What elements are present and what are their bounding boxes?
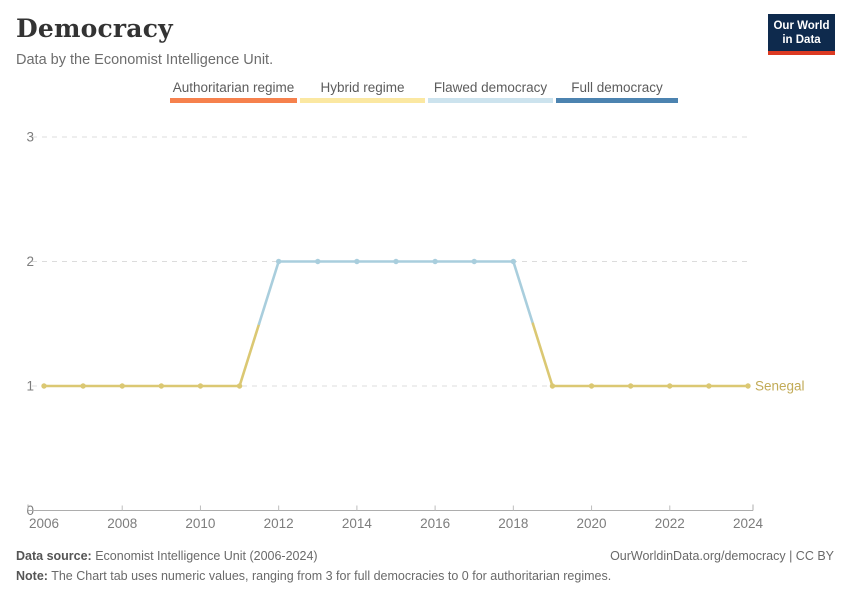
note-label: Note: <box>16 569 48 583</box>
legend-color-bar <box>170 98 297 103</box>
legend-label: Hybrid regime <box>320 80 405 95</box>
note-line: Note: The Chart tab uses numeric values,… <box>16 566 834 586</box>
data-point-marker-2017[interactable] <box>471 258 477 265</box>
data-point-marker-2008[interactable] <box>119 383 125 389</box>
data-point-marker-2010[interactable] <box>197 383 204 389</box>
categorical-legend: Authoritarian regime Hybrid regime Flawed … <box>170 80 678 103</box>
x-tick-label-2022: 2022 <box>655 516 685 531</box>
data-point-marker-2019[interactable] <box>549 383 556 389</box>
chart-footer: Data source: Economist Intelligence Unit… <box>16 546 834 586</box>
owid-license-link[interactable]: OurWorldinData.org/democracy | CC BY <box>610 549 834 563</box>
data-point-marker-2006[interactable] <box>41 383 47 389</box>
x-tick-label-2006: 2006 <box>29 516 59 531</box>
series-line-segment[interactable] <box>238 322 261 388</box>
series-line-segment[interactable] <box>257 260 280 326</box>
y-tick-label-3: 3 <box>26 130 34 145</box>
legend-item-flawed-democracy[interactable]: Flawed democracy <box>428 80 553 103</box>
x-tick-label-2016: 2016 <box>420 516 450 531</box>
note-text: The Chart tab uses numeric values, rangi… <box>47 569 612 583</box>
legend-item-authoritarian-regime[interactable]: Authoritarian regime <box>170 80 297 103</box>
data-point-marker-2021[interactable] <box>627 383 634 389</box>
series-line-segment[interactable] <box>512 260 535 326</box>
data-source-label: Data source: <box>16 549 92 563</box>
data-point-marker-2009[interactable] <box>158 383 165 389</box>
data-point-marker-2016[interactable] <box>432 258 438 265</box>
data-point-marker-2023[interactable] <box>706 383 712 389</box>
owid-logo-line1: Our World <box>773 20 830 32</box>
data-point-marker-2015[interactable] <box>393 258 399 265</box>
x-tick-label-2018: 2018 <box>498 516 528 531</box>
data-point-marker-2024[interactable] <box>745 383 751 389</box>
x-tick-label-2020: 2020 <box>577 516 607 531</box>
legend-color-bar <box>556 98 678 103</box>
data-point-marker-2012[interactable] <box>275 258 282 265</box>
data-point-marker-2020[interactable] <box>588 383 595 389</box>
legend-item-hybrid-regime[interactable]: Hybrid regime <box>300 80 425 103</box>
x-tick-label-2008: 2008 <box>107 516 137 531</box>
data-source-text: Economist Intelligence Unit (2006-2024) <box>91 549 318 563</box>
data-point-marker-2018[interactable] <box>510 258 517 265</box>
legend-color-bar <box>428 98 553 103</box>
legend-label: Flawed democracy <box>433 80 548 95</box>
legend-label: Full democracy <box>571 80 663 95</box>
data-point-marker-2013[interactable] <box>315 258 321 265</box>
series-end-label[interactable]: Senegal <box>755 379 805 394</box>
page-title: Democracy <box>16 14 173 43</box>
legend-item-full-democracy[interactable]: Full democracy <box>556 80 678 103</box>
legend-label: Authoritarian regime <box>172 80 295 95</box>
data-point-marker-2007[interactable] <box>80 383 86 389</box>
owid-logo-line2: in Data <box>782 34 821 46</box>
x-tick-label-2014: 2014 <box>342 516 373 531</box>
series-line-segment[interactable] <box>531 322 554 388</box>
x-tick-label-2010: 2010 <box>185 516 215 531</box>
x-tick-label-2012: 2012 <box>264 516 294 531</box>
data-point-marker-2022[interactable] <box>667 383 673 389</box>
chart-header: Democracy Data by the Economist Intellig… <box>16 14 273 68</box>
data-source-line: Data source: Economist Intelligence Unit… <box>16 546 834 566</box>
x-tick-label-2024: 2024 <box>733 516 764 531</box>
y-tick-label-2: 2 <box>26 254 34 269</box>
chart-subtitle: Data by the Economist Intelligence Unit. <box>16 52 274 68</box>
data-point-marker-2014[interactable] <box>354 258 360 265</box>
data-point-marker-2011[interactable] <box>236 383 243 389</box>
y-tick-label-1: 1 <box>26 379 34 394</box>
legend-color-bar <box>300 98 425 103</box>
owid-logo[interactable]: Our World in Data <box>768 14 835 55</box>
